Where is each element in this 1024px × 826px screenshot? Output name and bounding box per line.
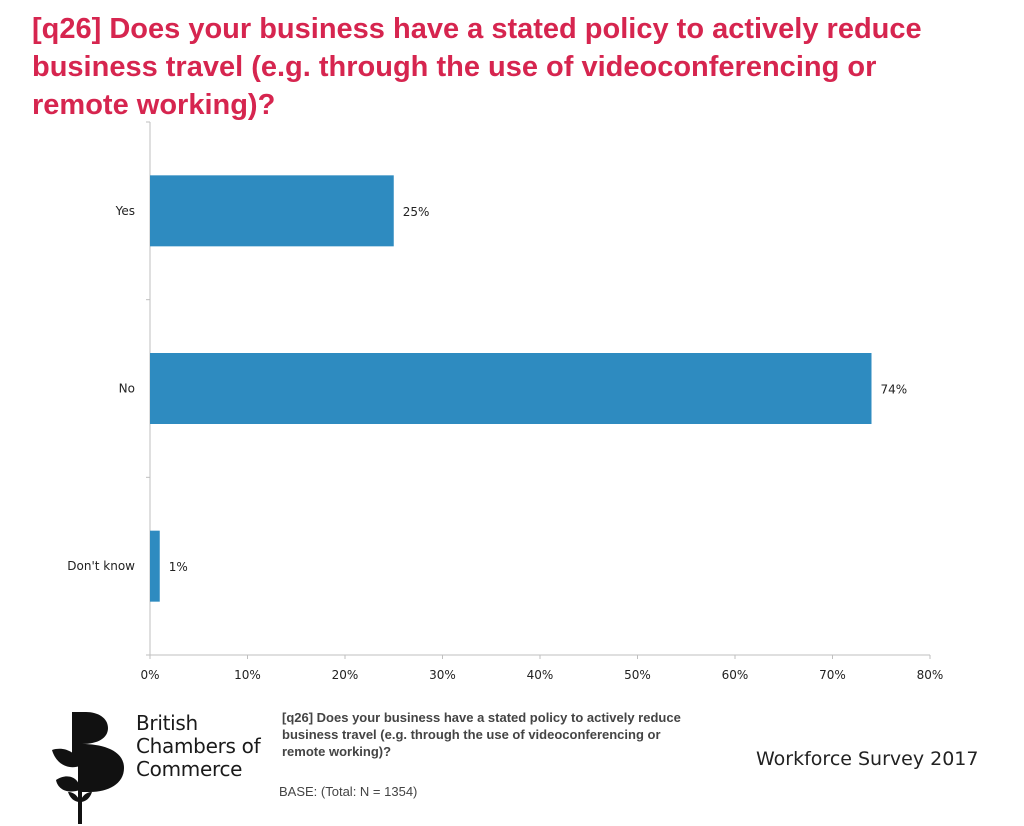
category-label: Don't know — [67, 559, 135, 573]
value-label: 74% — [881, 383, 908, 397]
bar-no — [150, 353, 872, 424]
x-tick-label: 60% — [722, 668, 749, 682]
x-tick-label: 0% — [140, 668, 159, 682]
bar-don-t-know — [150, 530, 160, 602]
value-label: 1% — [169, 560, 188, 574]
survey-name: Workforce Survey 2017 — [756, 748, 979, 770]
page-title: [q26] Does your business have a stated p… — [32, 13, 922, 121]
bar-chart: 0% 10% 20% 30% 40% 50% 60% 70% 80% Yes 25% No 74% Do… — [67, 121, 944, 682]
chart-labels: Yes 25% No 74% Don't know 1% — [67, 204, 907, 574]
bcc-logo: British Chambers of Commerce — [50, 710, 270, 826]
x-tick-label: 50% — [624, 668, 651, 682]
category-label: No — [119, 382, 135, 396]
x-tick-label: 70% — [819, 668, 846, 682]
x-tick-label: 20% — [332, 668, 359, 682]
bcc-logo-text: British Chambers of Commerce — [136, 711, 261, 781]
bar-yes — [150, 175, 394, 247]
chart-axes: 0% 10% 20% 30% 40% 50% 60% 70% 80% — [140, 121, 944, 682]
bcc-logo-icon — [52, 712, 124, 824]
category-label: Yes — [115, 204, 135, 218]
logo-line-3: Commerce — [136, 757, 243, 781]
footer-base: BASE: (Total: N = 1354) — [279, 784, 418, 799]
logo-line-1: British — [136, 711, 198, 735]
value-label: 25% — [403, 205, 430, 219]
footer-question: [q26] Does your business have a stated p… — [282, 710, 681, 759]
logo-line-2: Chambers of — [136, 734, 261, 758]
x-tick-label: 40% — [527, 668, 554, 682]
x-tick-label: 30% — [429, 668, 456, 682]
x-tick-label: 80% — [917, 668, 944, 682]
x-tick-label: 10% — [234, 668, 261, 682]
chart-bars — [150, 175, 872, 602]
